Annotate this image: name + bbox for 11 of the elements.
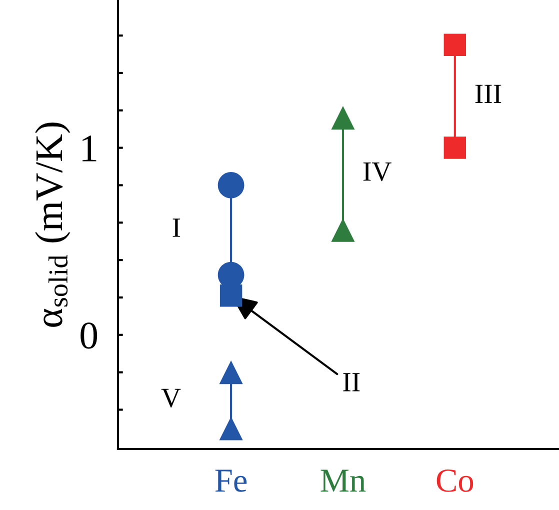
x-tick-label: Co bbox=[436, 470, 474, 492]
x-tick-label: Mn bbox=[320, 470, 366, 492]
series-label: I bbox=[172, 218, 180, 237]
x-tick-label: Fe bbox=[215, 470, 247, 492]
y-tick-label: 1 bbox=[82, 136, 96, 162]
series-label: III bbox=[475, 84, 502, 104]
annotation: II bbox=[343, 373, 360, 392]
y-tick-label: 0 bbox=[80, 322, 98, 349]
y-axis-title: α$_{solid}$ (mV/K) bbox=[35, 122, 70, 327]
series-label: V bbox=[161, 388, 181, 408]
series-label: IV bbox=[363, 162, 392, 182]
